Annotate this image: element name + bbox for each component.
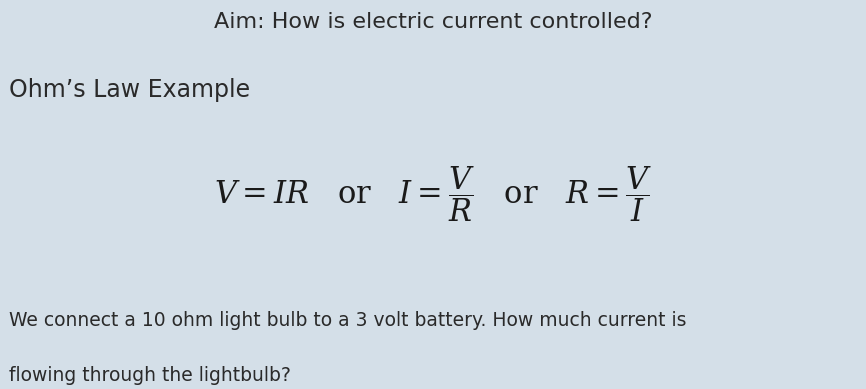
Text: $V = IR \quad \mathrm{or} \quad I = \dfrac{V}{R} \quad \mathrm{or} \quad R = \df: $V = IR \quad \mathrm{or} \quad I = \dfr… bbox=[214, 165, 652, 224]
Text: Aim: How is electric current controlled?: Aim: How is electric current controlled? bbox=[214, 12, 652, 32]
Text: We connect a 10 ohm light bulb to a 3 volt battery. How much current is: We connect a 10 ohm light bulb to a 3 vo… bbox=[9, 311, 686, 330]
Text: Ohm’s Law Example: Ohm’s Law Example bbox=[9, 78, 249, 102]
Text: flowing through the lightbulb?: flowing through the lightbulb? bbox=[9, 366, 290, 385]
